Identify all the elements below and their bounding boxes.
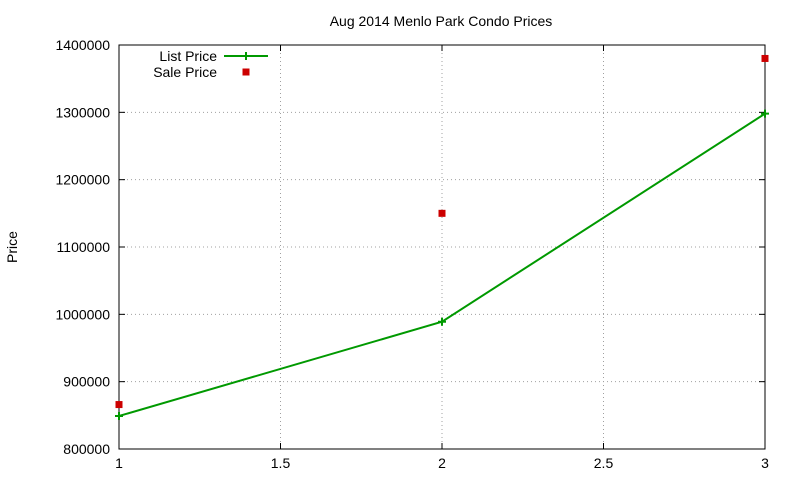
- data-point-list-price: [438, 317, 446, 326]
- y-tick-label: 1300000: [55, 104, 110, 120]
- legend-swatch-marker: [242, 52, 250, 60]
- x-tick-label: 1: [115, 455, 123, 471]
- data-point-list-price: [761, 109, 769, 118]
- y-tick-label: 1000000: [55, 306, 110, 322]
- legend-swatch-marker: [242, 68, 250, 76]
- axis-ticks: 800000 900000 1000000 1100000 1200000 1300000…: [55, 37, 769, 471]
- x-tick-label: 3: [761, 455, 769, 471]
- legend-label: List Price: [159, 48, 217, 64]
- y-tick-label: 900000: [63, 374, 110, 390]
- data-point-sale-price: [115, 401, 123, 409]
- y-tick-label: 1100000: [57, 239, 111, 255]
- y-tick-label: 800000: [63, 441, 110, 457]
- y-tick-label: 1400000: [55, 37, 110, 53]
- y-axis-label: Price: [4, 231, 20, 263]
- grid-lines: [119, 45, 765, 449]
- data-point-sale-price: [438, 209, 446, 217]
- x-tick-label: 1.5: [271, 455, 291, 471]
- x-tick-label: 2: [438, 455, 446, 471]
- series-layer: [115, 54, 769, 421]
- data-point-list-price: [115, 412, 123, 421]
- data-point-sale-price: [761, 54, 769, 62]
- chart-title: Aug 2014 Menlo Park Condo Prices: [330, 13, 553, 29]
- y-tick-label: 1200000: [55, 172, 110, 188]
- legend-label: Sale Price: [153, 64, 217, 80]
- series-line-list-price: [118, 112, 766, 417]
- x-tick-label: 2.5: [594, 455, 614, 471]
